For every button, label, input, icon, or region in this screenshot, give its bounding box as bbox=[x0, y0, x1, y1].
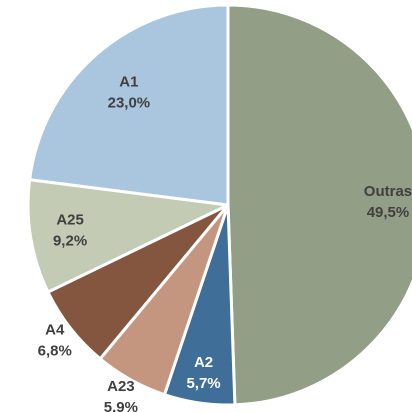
slice-value-label: 23,0% bbox=[108, 94, 151, 111]
slice-name: A4 bbox=[45, 322, 65, 339]
slice-value-label: 5,9% bbox=[104, 399, 138, 412]
pie-slice bbox=[226, 3, 412, 407]
slice-name: A23 bbox=[107, 378, 135, 395]
slice-value-label: 49,5% bbox=[367, 204, 410, 221]
slice-value-label: 9,2% bbox=[53, 233, 87, 250]
slice-name: A1 bbox=[119, 73, 138, 90]
slice-value-label: 6,8% bbox=[38, 343, 72, 360]
slice-name: A2 bbox=[194, 354, 213, 371]
pie-slice bbox=[26, 178, 230, 294]
slice-name: A25 bbox=[56, 212, 84, 229]
pie-slice bbox=[28, 3, 230, 207]
slice-value-label: 5,7% bbox=[186, 375, 220, 392]
slice-name: Outras bbox=[364, 183, 412, 200]
